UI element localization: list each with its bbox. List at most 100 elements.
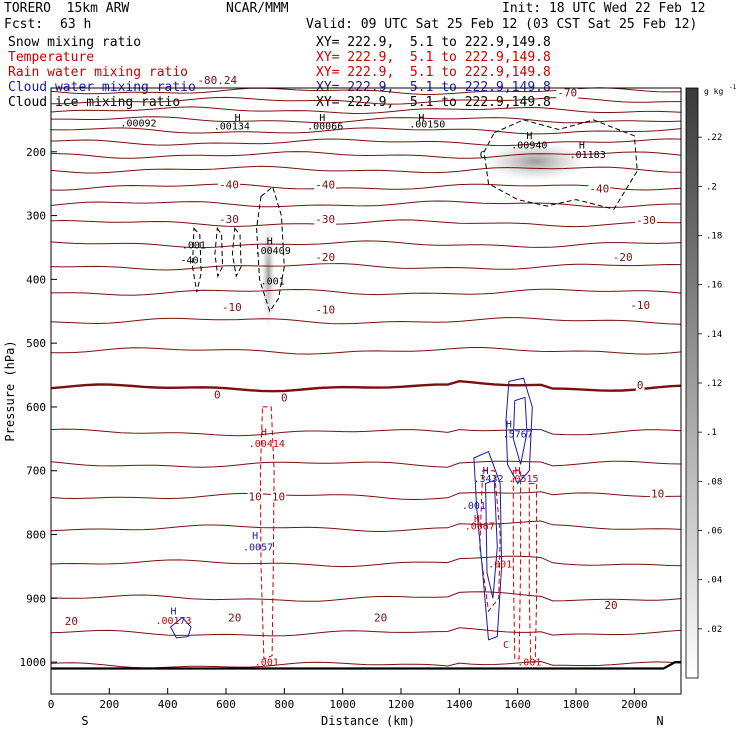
x-tick-label: 1600 [504,698,531,711]
isotherm-label: -20 [315,251,335,264]
colorbar-tick-label: .04 [706,576,722,586]
extremum-label: .3432 [473,474,503,485]
extremum-label: .0067 [465,521,495,532]
isotherm-label-bg [212,389,222,401]
isotherm-label: 10 [651,487,664,500]
colorbar [685,87,699,679]
isotherm-label-bg [650,488,666,500]
fcst-value: 63 h [60,17,92,32]
extremum-label: H [515,466,521,477]
isotherm-label: -40 [219,179,239,192]
isotherm-line [50,127,682,135]
extremum-label: .00150 [409,120,445,131]
colorbar-tick-label: .2 [706,182,717,192]
extremum-label: C [503,640,509,651]
isotherm-label-bg [588,183,611,195]
isotherm-line [50,627,682,637]
isotherm-label: 20 [604,599,617,612]
rain-contour [528,483,538,663]
x-tick-label: 400 [158,698,178,711]
isotherm-label: 10 [272,490,285,503]
isotherm-line [50,347,682,355]
cloud-water-contour [169,616,192,639]
extremum-label: .01183 [570,150,606,161]
x-axis-label: Distance (km) [321,714,415,728]
legend-snow: Snow mixing ratio [8,35,142,50]
x-tick-label: 600 [216,698,236,711]
y-tick-label: 900 [26,592,46,605]
isotherm-line [50,200,681,208]
isotherm-label: 10 [249,490,262,503]
colorbar-tick-label: .08 [706,477,722,487]
cloud-water-contour [485,479,498,599]
extremum-label: H [474,514,480,525]
isotherm-label-bg [220,301,243,313]
colorbar-tick-label: .06 [706,527,722,537]
isotherm-label-bg [247,491,263,503]
legend-rain: Rain water mixing ratio [8,65,189,80]
isotherm-line [50,138,682,147]
extremum-label: H [235,113,241,124]
cloud-ice-contour [483,119,638,210]
isotherm-label-bg [314,179,337,191]
y-tick-label: 800 [26,529,46,542]
extremum-label: .00092 [120,118,156,129]
colorbar-tick-label: .02 [706,625,722,635]
plot-frame [50,87,682,695]
isotherm-label-bg [63,615,80,627]
y-tick-label: 600 [26,401,46,414]
isotherm-line [50,555,682,568]
rain-contour [479,470,501,613]
snow-shading-blob [483,142,587,181]
isotherm-label: -20 [613,251,633,264]
isotherm-label-bg [629,300,652,312]
legend-cloud-ice: Cloud ice mixing ratio [8,95,181,110]
extremum-label: .00134 [214,121,250,132]
isotherm-label: 20 [65,615,78,628]
isotherm-label: 20 [228,612,241,625]
isotherm-label: -10 [222,301,242,314]
x-tick-label: 1800 [563,698,590,711]
y-tick-label: 1000 [20,656,47,669]
isotherm-label-bg [218,213,240,225]
extremum-label: H [261,428,267,439]
org-label: NCAR/MMM [226,1,289,16]
cloud-water-contour [505,377,533,485]
isotherm-label: 0 [281,392,288,405]
isotherm-label: -10 [315,304,335,317]
extremum-label: .001 [182,241,206,252]
isotherm-label-bg [314,213,337,225]
x-tick-label: 2000 [621,698,648,711]
fcst-label: Fcst: [4,17,44,32]
colorbar-tick-label: .1 [706,428,717,438]
isotherm-label-bg [227,612,243,624]
extremum-label: .001 [517,657,541,668]
x-axis-end-label: N [656,714,663,728]
isotherm-label-bg [635,215,657,227]
x-tick-label: 1000 [329,698,356,711]
colorbar-unit-exponent: -1 [729,84,737,91]
extremum-label: .0057 [243,542,273,553]
isotherm-line [50,520,682,533]
extremum-label: H [267,236,273,247]
isotherm-line [50,262,682,271]
isotherm-label: 0 [637,379,644,392]
isotherm-label: 0 [214,388,221,401]
isotherm-line [50,106,682,115]
extremum-label: H [526,131,532,142]
isotherm-line [50,379,682,393]
cloud-water-contour [512,396,528,465]
contour-labels: -80.24 -70 -40 -40 -40 -30 -30 -30 -20 -20 -10 -10 -… [63,74,666,668]
extremum-label: .0515 [508,474,538,485]
isotherm-label: -70 [557,87,577,100]
isotherm-line [50,460,682,468]
snow-shading [261,142,587,329]
extremum-label: .001 [261,276,285,287]
isotherm-label-bg [372,612,389,624]
isotherm-label-bg [611,252,634,264]
isotherm-label-bg [603,599,619,611]
snow-shading-blob [261,217,275,329]
extremum-label: .00409 [255,246,291,257]
extremum-label: H [170,606,176,617]
